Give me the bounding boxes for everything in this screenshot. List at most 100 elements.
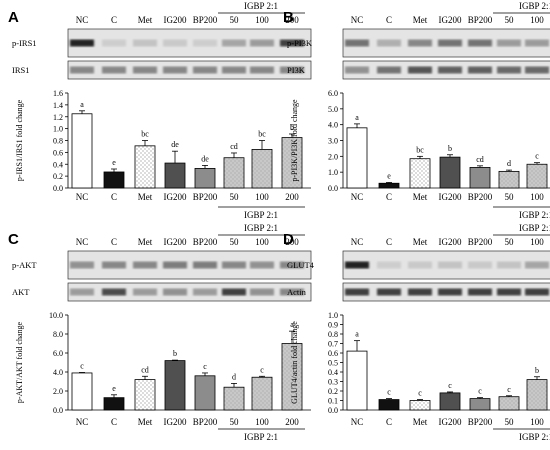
blot-band	[438, 39, 462, 47]
panel-D: D NC C Met IG200 BP200 50 100 200 IGBP 2:1 GLUT4 Ac…	[283, 223, 550, 442]
x-tick-label-C: C	[111, 192, 117, 202]
lane-label-BP200: BP200	[468, 15, 493, 25]
lane-label-BP200: BP200	[468, 237, 493, 247]
bar-C	[378, 182, 400, 189]
x-tick-label-BP200: BP200	[193, 192, 218, 202]
x-tick-label-BP200: BP200	[468, 192, 493, 202]
x-tick-label-NC: NC	[76, 192, 89, 202]
significance-letter: c	[80, 361, 84, 370]
lane-label-IG200: IG200	[164, 15, 187, 25]
panel-A: A NC C Met IG200 BP200 50 100 200 IGBP 2:1 p-IRS1 I…	[8, 1, 312, 220]
blot-band	[280, 39, 304, 47]
significance-letter: d	[232, 372, 236, 381]
y-tick-label: 2.0	[328, 152, 338, 161]
group-label-top: IGBP 2:1	[519, 1, 550, 11]
blot-band	[525, 288, 549, 296]
lane-label-C: C	[111, 15, 117, 25]
y-tick-label: 0.8	[328, 330, 338, 339]
panel-letter: C	[8, 231, 19, 248]
blot-band	[70, 39, 94, 47]
significance-letter: de	[171, 140, 179, 149]
lane-label-Met: Met	[138, 15, 153, 25]
blot-label-p-pi3k: p-PI3K	[287, 38, 313, 48]
y-axis-label: p-PI3K/PI3K fold change	[290, 99, 299, 182]
y-axis-label: p-AKT/AKT fold change	[15, 321, 24, 403]
blot-band	[70, 261, 94, 269]
bar-Met	[134, 379, 156, 411]
y-tick-label: 4.0	[328, 121, 338, 130]
blot-band	[497, 261, 521, 269]
significance-letter: a	[355, 113, 359, 122]
blot-band	[377, 288, 401, 296]
significance-letter: c	[535, 152, 539, 161]
blot-strip-pi3k	[342, 60, 550, 80]
bar-IG200	[439, 156, 461, 189]
lane-label-IG200: IG200	[164, 237, 187, 247]
y-tick-label: 1.4	[53, 101, 63, 110]
significance-letter: e	[112, 384, 116, 393]
bar-100	[251, 376, 273, 411]
bar-C	[103, 171, 125, 189]
y-tick-label: 0.7	[328, 340, 338, 349]
significance-letter: b	[290, 123, 294, 132]
x-tick-label-C: C	[386, 192, 392, 202]
bar-Met	[134, 145, 156, 189]
x-tick-label-IG200: IG200	[439, 417, 462, 427]
blot-band	[377, 66, 401, 74]
blot-band	[438, 288, 462, 296]
bar-100	[526, 163, 548, 189]
significance-letter: a	[355, 330, 359, 339]
significance-letter: cd	[230, 142, 238, 151]
blot-band	[250, 261, 274, 269]
y-tick-label: 0.5	[328, 359, 338, 368]
blot-band	[133, 39, 157, 47]
group-label-top: IGBP 2:1	[519, 223, 550, 233]
y-tick-label: 4.0	[53, 368, 63, 377]
blot-band	[497, 39, 521, 47]
blot-band	[345, 39, 369, 47]
bar-BP200	[194, 168, 216, 189]
blot-band	[408, 39, 432, 47]
y-tick-label: 1.2	[53, 113, 63, 122]
y-tick-label: 6.0	[328, 89, 338, 98]
lane-label-NC: NC	[351, 237, 364, 247]
blot-band	[345, 288, 369, 296]
lane-label-50: 50	[505, 15, 515, 25]
lane-label-IG200: IG200	[439, 15, 462, 25]
lane-label-100: 100	[255, 237, 269, 247]
blot-band	[280, 261, 304, 269]
y-tick-label: 2.0	[53, 387, 63, 396]
lane-label-50: 50	[230, 237, 240, 247]
group-label-bottom: IGBP 2:1	[244, 432, 278, 442]
y-tick-label: 0.2	[328, 387, 338, 396]
y-tick-label: 5.0	[328, 105, 338, 114]
lane-label-IG200: IG200	[439, 237, 462, 247]
blot-band	[222, 261, 246, 269]
panel-C: C NC C Met IG200 BP200 50 100 200 IGBP 2:1 p-AKT AK…	[8, 223, 312, 442]
blot-label-irs1: IRS1	[12, 65, 29, 75]
y-tick-label: 0.3	[328, 378, 338, 387]
significance-letter: b	[173, 349, 177, 358]
y-tick-label: 0.9	[328, 321, 338, 330]
lane-label-200: 200	[285, 15, 299, 25]
lane-label-100: 100	[530, 15, 544, 25]
bar-IG200	[439, 392, 461, 411]
blot-band	[193, 288, 217, 296]
y-tick-label: 0.2	[53, 172, 63, 181]
lane-label-BP200: BP200	[193, 15, 218, 25]
blot-band	[497, 66, 521, 74]
significance-letter: c	[507, 385, 511, 394]
blot-band	[345, 66, 369, 74]
bar-50	[498, 170, 520, 189]
y-tick-label: 0.1	[328, 397, 338, 406]
significance-letter: b	[535, 366, 539, 375]
group-label-bottom: IGBP 2:1	[519, 432, 550, 442]
blot-band	[163, 261, 187, 269]
lane-label-BP200: BP200	[193, 237, 218, 247]
x-tick-label-Met: Met	[138, 192, 153, 202]
significance-letter: c	[418, 389, 422, 398]
group-label-top: IGBP 2:1	[244, 223, 278, 233]
blot-label-akt: AKT	[12, 287, 30, 297]
blot-band	[222, 39, 246, 47]
